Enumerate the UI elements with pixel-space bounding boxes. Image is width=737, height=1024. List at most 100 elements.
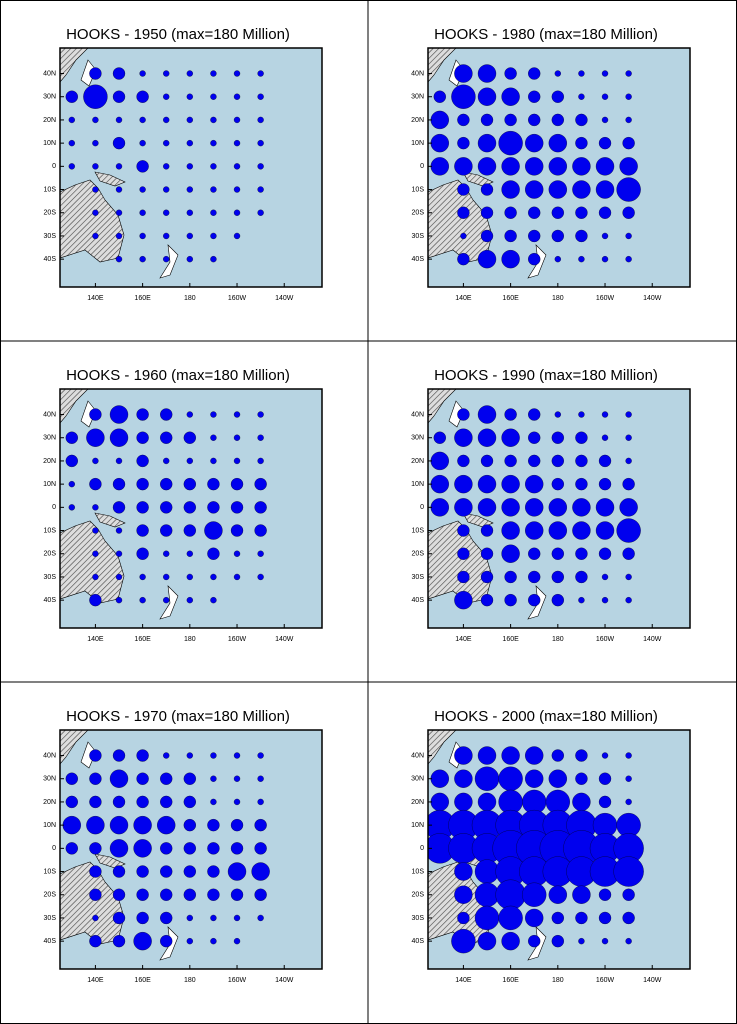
catch-dot (115, 232, 123, 240)
lon-tick-label: 180 (184, 977, 196, 984)
lat-tick-label: 20N (411, 458, 424, 465)
lat-tick-label: 20S (412, 551, 425, 558)
catch-dot (598, 477, 612, 491)
catch-dot (112, 911, 126, 925)
catch-dot (139, 597, 146, 604)
map-frame (427, 47, 691, 288)
catch-dot (525, 769, 544, 788)
catch-dot (210, 434, 217, 441)
catch-dot (210, 775, 217, 782)
catch-dot (454, 591, 473, 610)
catch-dot (495, 879, 526, 910)
catch-dot (233, 411, 241, 418)
catch-dot (460, 232, 467, 240)
lon-tick-label: 180 (552, 295, 564, 302)
catch-dot (115, 527, 123, 534)
lat-tick-label: 40S (412, 256, 425, 263)
lon-tick-label: 140E (87, 977, 104, 984)
catch-dot (163, 752, 170, 759)
lat-tick-label: 40S (44, 938, 57, 945)
lon-tick-label: 140W (643, 977, 662, 984)
catch-dot (480, 570, 494, 584)
catch-dot (207, 842, 220, 855)
catch-dot (254, 842, 267, 855)
catch-dot (89, 842, 102, 855)
catch-dot (430, 451, 449, 471)
catch-dot (480, 229, 494, 243)
catch-dot (525, 521, 544, 540)
catch-dot (501, 746, 520, 765)
catch-dot (613, 856, 644, 887)
catch-dot (163, 457, 170, 465)
catch-dot (595, 180, 615, 199)
catch-dot (186, 163, 193, 170)
lon-tick-label: 180 (552, 636, 564, 643)
catch-dot (575, 431, 588, 444)
catch-dot (136, 90, 149, 103)
catch-dot (65, 90, 78, 103)
lat-tick-label: 20S (44, 551, 57, 558)
catch-dot (474, 882, 500, 907)
catch-dot (68, 139, 75, 147)
catch-dot (139, 256, 146, 263)
catch-dot (430, 498, 449, 517)
catch-dot (504, 67, 517, 80)
catch-dot (625, 116, 632, 124)
catch-dot (92, 116, 99, 124)
lat-tick-label: 0 (420, 163, 424, 170)
catch-dot (551, 547, 564, 560)
catch-dot (254, 524, 267, 537)
catch-dot (257, 70, 264, 77)
catch-dot (89, 888, 102, 901)
lat-tick-label: 40S (412, 938, 425, 945)
catch-dot (160, 935, 173, 948)
catch-dot (109, 428, 129, 447)
catch-dot (163, 256, 170, 263)
catch-dot (578, 93, 585, 100)
catch-dot (572, 180, 591, 199)
catch-dot (251, 862, 270, 881)
lat-tick-label: 30N (43, 94, 56, 101)
lat-tick-label: 0 (52, 504, 56, 511)
catch-dot (89, 772, 102, 785)
catch-dot (480, 454, 494, 468)
catch-dot (430, 474, 449, 494)
catch-dot (457, 547, 470, 560)
catch-dot (210, 139, 217, 147)
catch-dot (160, 431, 173, 444)
catch-dot (89, 865, 102, 878)
catch-dot (548, 157, 567, 176)
lon-tick-label: 180 (184, 295, 196, 302)
catch-dot (504, 206, 517, 219)
catch-dot (554, 70, 561, 77)
catch-dot (112, 865, 126, 878)
catch-dot (504, 408, 517, 421)
catch-dot (551, 911, 564, 925)
catch-dot (136, 772, 149, 785)
lat-tick-label: 30N (43, 435, 56, 442)
catch-dot (86, 428, 105, 447)
catch-dot (160, 408, 173, 421)
catch-dot (625, 457, 632, 465)
map-frame (59, 388, 323, 629)
catch-dot (68, 163, 75, 170)
catch-dot (207, 865, 220, 878)
catch-dot (233, 163, 241, 170)
catch-dot (257, 139, 264, 147)
catch-dot (578, 597, 585, 604)
catch-dot (457, 206, 470, 219)
catch-dot (548, 180, 567, 199)
catch-dot (572, 498, 591, 517)
catch-dot (115, 597, 123, 604)
catch-dot (616, 177, 641, 202)
catch-dot (525, 157, 544, 176)
catch-dot (115, 116, 123, 124)
catch-dot (163, 93, 170, 100)
catch-dot (257, 573, 264, 581)
lon-tick-label: 140E (455, 977, 472, 984)
catch-dot (186, 550, 193, 557)
catch-dot (92, 139, 99, 147)
map-area (60, 389, 267, 620)
catch-dot (477, 428, 497, 447)
lat-tick-label: 20S (412, 892, 425, 899)
